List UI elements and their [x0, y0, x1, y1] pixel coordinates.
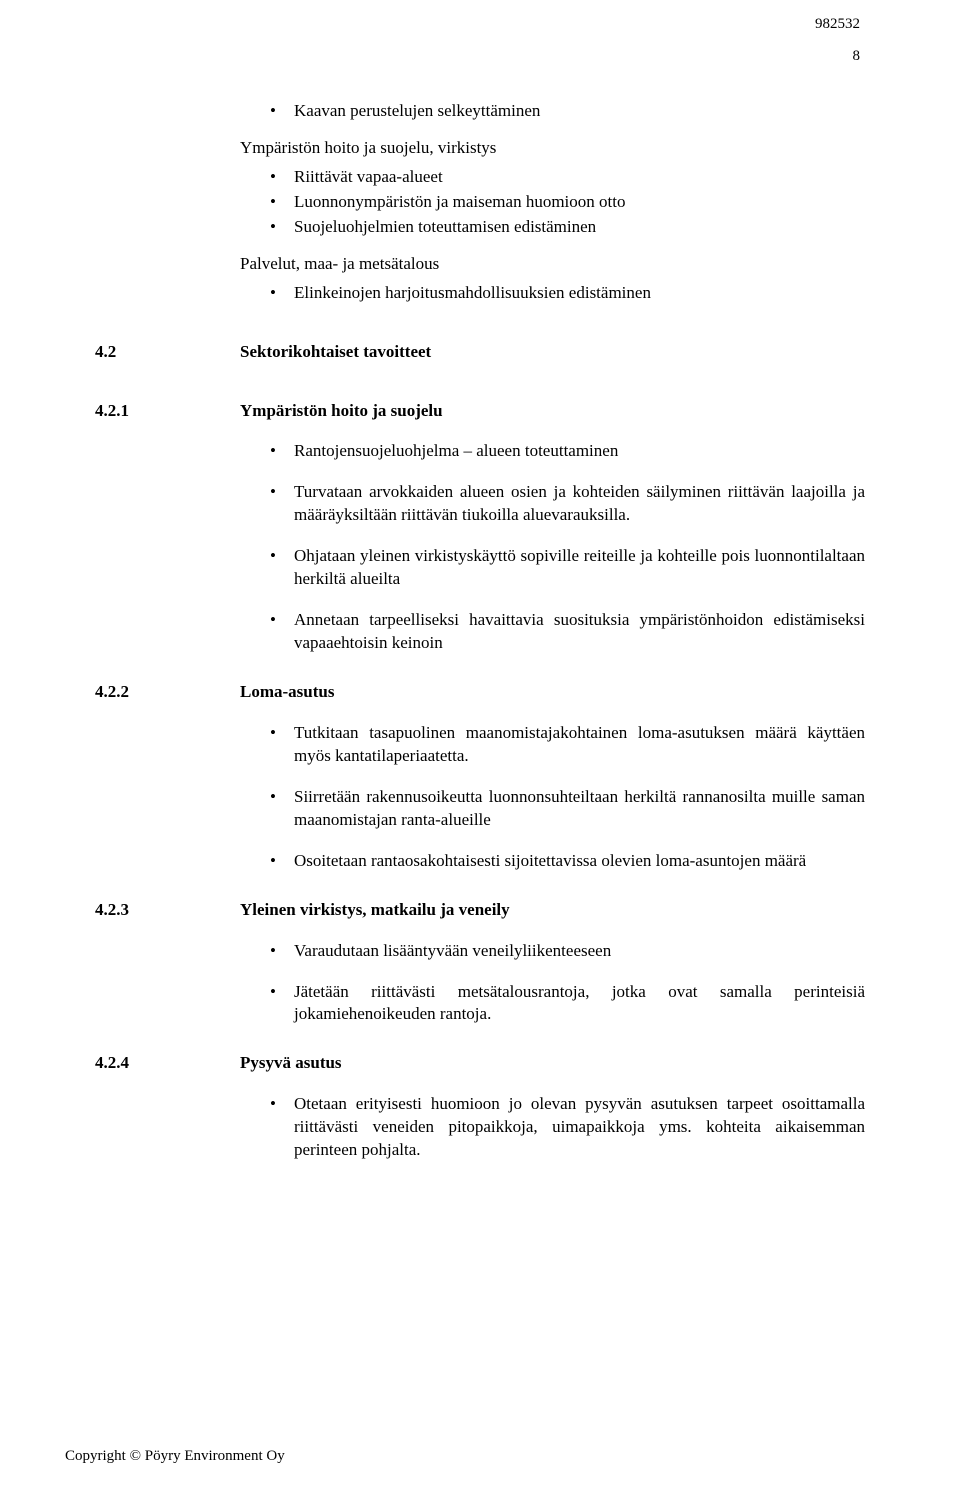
s422-bullets: Tutkitaan tasapuolinen maanomistajakohta… [240, 722, 865, 873]
list-item: Otetaan erityisesti huomioon jo olevan p… [270, 1093, 865, 1162]
list-item: Turvataan arvokkaiden alueen osien ja ko… [270, 481, 865, 527]
section-4-2: 4.2 Sektorikohtaiset tavoitteet [95, 341, 865, 364]
section-4-2-4: 4.2.4 Pysyvä asutus [95, 1052, 865, 1075]
list-item: Osoitetaan rantaosakohtaisesti sijoitett… [270, 850, 865, 873]
services-bullets: Elinkeinojen harjoitusmahdollisuuksien e… [240, 282, 865, 305]
list-item: Ohjataan yleinen virkistyskäyttö sopivil… [270, 545, 865, 591]
intro-first-bullet-list: Kaavan perustelujen selkeyttäminen [240, 100, 865, 123]
s421-bullets: Rantojensuojeluohjelma – alueen toteutta… [240, 440, 865, 655]
section-number: 4.2.2 [95, 681, 240, 704]
list-item: Riittävät vapaa-alueet [270, 166, 865, 189]
section-number: 4.2 [95, 341, 240, 364]
heading-services: Palvelut, maa- ja metsätalous [240, 253, 865, 276]
footer-copyright: Copyright © Pöyry Environment Oy [65, 1448, 285, 1465]
section-number: 4.2.3 [95, 899, 240, 922]
env-bullets: Riittävät vapaa-alueet Luonnonympäristön… [240, 166, 865, 239]
section-number: 4.2.4 [95, 1052, 240, 1075]
page-content: Kaavan perustelujen selkeyttäminen Ympär… [240, 100, 865, 1162]
section-title: Pysyvä asutus [240, 1052, 342, 1075]
list-item: Varaudutaan lisääntyvään veneilyliikente… [270, 940, 865, 963]
document-id: 982532 [815, 16, 860, 33]
list-item: Tutkitaan tasapuolinen maanomistajakohta… [270, 722, 865, 768]
list-item: Luonnonympäristön ja maiseman huomioon o… [270, 191, 865, 214]
heading-env: Ympäristön hoito ja suojelu, virkistys [240, 137, 865, 160]
list-item: Annetaan tarpeelliseksi havaittavia suos… [270, 609, 865, 655]
page-number: 8 [853, 48, 861, 65]
list-item: Kaavan perustelujen selkeyttäminen [270, 100, 865, 123]
s424-bullets: Otetaan erityisesti huomioon jo olevan p… [240, 1093, 865, 1162]
section-title: Loma-asutus [240, 681, 334, 704]
list-item: Elinkeinojen harjoitusmahdollisuuksien e… [270, 282, 865, 305]
section-title: Ympäristön hoito ja suojelu [240, 400, 443, 423]
s423-bullets: Varaudutaan lisääntyvään veneilyliikente… [240, 940, 865, 1027]
section-title: Yleinen virkistys, matkailu ja veneily [240, 899, 510, 922]
list-item: Siirretään rakennusoikeutta luonnonsuhte… [270, 786, 865, 832]
list-item: Rantojensuojeluohjelma – alueen toteutta… [270, 440, 865, 463]
list-item: Suojeluohjelmien toteuttamisen edistämin… [270, 216, 865, 239]
section-4-2-2: 4.2.2 Loma-asutus [95, 681, 865, 704]
section-4-2-1: 4.2.1 Ympäristön hoito ja suojelu [95, 400, 865, 423]
section-title: Sektorikohtaiset tavoitteet [240, 341, 431, 364]
section-4-2-3: 4.2.3 Yleinen virkistys, matkailu ja ven… [95, 899, 865, 922]
section-number: 4.2.1 [95, 400, 240, 423]
list-item: Jätetään riittävästi metsätalousrantoja,… [270, 981, 865, 1027]
